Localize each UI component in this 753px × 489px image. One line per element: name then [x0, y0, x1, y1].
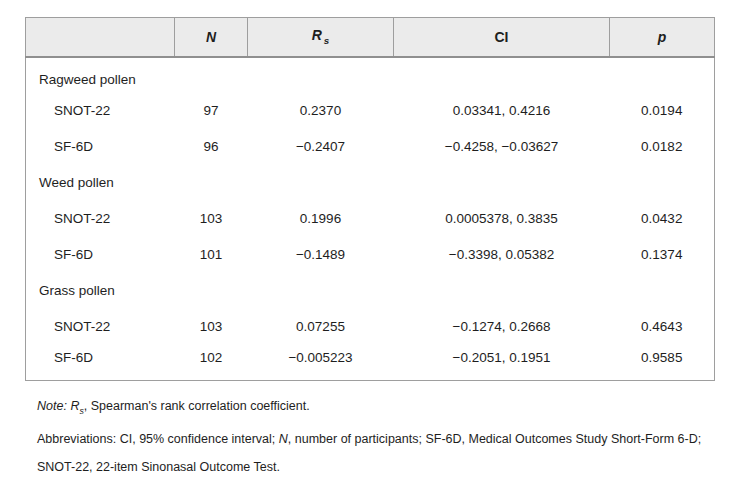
table-row-ragweed-sf6d: SF-6D 96 −0.2407 −0.4258, −0.03627 0.018… — [26, 129, 715, 165]
document-page: N Rs CI p Ragweed pollen SNOT-22 97 0.23… — [0, 17, 753, 489]
cell-rs: −0.005223 — [248, 345, 394, 381]
cell-ci: −0.1274, 0.2668 — [394, 309, 610, 345]
table-row-grass-snot22: SNOT-22 103 0.07255 −0.1274, 0.2668 0.46… — [26, 309, 715, 345]
cell-p: 0.0432 — [610, 201, 715, 237]
row-label: SF-6D — [26, 345, 175, 381]
row-label: SF-6D — [26, 129, 175, 165]
cell-rs: 0.2370 — [248, 93, 394, 129]
table-row-weed-sf6d: SF-6D 101 −0.1489 −0.3398, 0.05382 0.137… — [26, 237, 715, 273]
cell-p: 0.9585 — [610, 345, 715, 381]
col-header-ci: CI — [394, 18, 610, 57]
cell-rs: −0.2407 — [248, 129, 394, 165]
col-header-rs-subscript: s — [324, 35, 329, 46]
row-label: SF-6D — [26, 237, 175, 273]
col-header-n-label: N — [206, 29, 216, 45]
cell-n: 96 — [175, 129, 248, 165]
footnote-n-symbol: N — [279, 432, 288, 446]
col-header-rs-label: R — [312, 27, 322, 43]
section-row-weed: Weed pollen — [26, 165, 715, 201]
cell-ci: −0.2051, 0.1951 — [394, 345, 610, 381]
correlation-table: N Rs CI p Ragweed pollen SNOT-22 97 0.23… — [25, 17, 715, 381]
footnote-abbreviations-line1: Abbreviations: CI, 95% confidence interv… — [37, 425, 753, 453]
cell-rs: 0.1996 — [248, 201, 394, 237]
section-label: Ragweed pollen — [26, 57, 715, 93]
cell-ci: 0.03341, 0.4216 — [394, 93, 610, 129]
section-row-ragweed: Ragweed pollen — [26, 57, 715, 93]
section-label: Grass pollen — [26, 273, 715, 309]
section-row-grass: Grass pollen — [26, 273, 715, 309]
cell-n: 103 — [175, 309, 248, 345]
footnote-abbrev-pre: Abbreviations: CI, 95% confidence interv… — [37, 432, 275, 446]
row-label: SNOT-22 — [26, 93, 175, 129]
cell-p: 0.0194 — [610, 93, 715, 129]
cell-n: 102 — [175, 345, 248, 381]
table-row-grass-sf6d: SF-6D 102 −0.005223 −0.2051, 0.1951 0.95… — [26, 345, 715, 381]
col-header-p: p — [610, 18, 715, 57]
cell-ci: −0.4258, −0.03627 — [394, 129, 610, 165]
col-header-rs: Rs — [248, 18, 394, 57]
footnote-note-prefix: Note: — [37, 399, 67, 413]
cell-p: 0.4643 — [610, 309, 715, 345]
cell-ci: −0.3398, 0.05382 — [394, 237, 610, 273]
cell-ci: 0.0005378, 0.3835 — [394, 201, 610, 237]
footnote-abbrev-line2: SNOT-22, 22-item Sinonasal Outcome Test. — [37, 460, 280, 474]
cell-p: 0.0182 — [610, 129, 715, 165]
table-header-row: N Rs CI p — [26, 18, 715, 57]
col-header-ci-label: CI — [495, 29, 509, 45]
col-header-n: N — [175, 18, 248, 57]
section-label: Weed pollen — [26, 165, 715, 201]
footnote-note: Note: Rs, Spearman's rank correlation co… — [37, 392, 753, 425]
col-header-empty — [26, 18, 175, 57]
cell-rs: 0.07255 — [248, 309, 394, 345]
table-row-ragweed-snot22: SNOT-22 97 0.2370 0.03341, 0.4216 0.0194 — [26, 93, 715, 129]
footnote-abbrev-post: , number of participants; SF-6D, Medical… — [288, 432, 701, 446]
cell-n: 101 — [175, 237, 248, 273]
footnote-note-text: , Spearman's rank correlation coefficien… — [84, 399, 310, 413]
table-footnotes: Note: Rs, Spearman's rank correlation co… — [37, 392, 753, 481]
row-label: SNOT-22 — [26, 201, 175, 237]
cell-p: 0.1374 — [610, 237, 715, 273]
footnote-abbreviations-line2: SNOT-22, 22-item Sinonasal Outcome Test. — [37, 453, 753, 481]
cell-n: 97 — [175, 93, 248, 129]
cell-rs: −0.1489 — [248, 237, 394, 273]
row-label: SNOT-22 — [26, 309, 175, 345]
cell-n: 103 — [175, 201, 248, 237]
table-row-weed-snot22: SNOT-22 103 0.1996 0.0005378, 0.3835 0.0… — [26, 201, 715, 237]
col-header-p-label: p — [658, 29, 667, 45]
